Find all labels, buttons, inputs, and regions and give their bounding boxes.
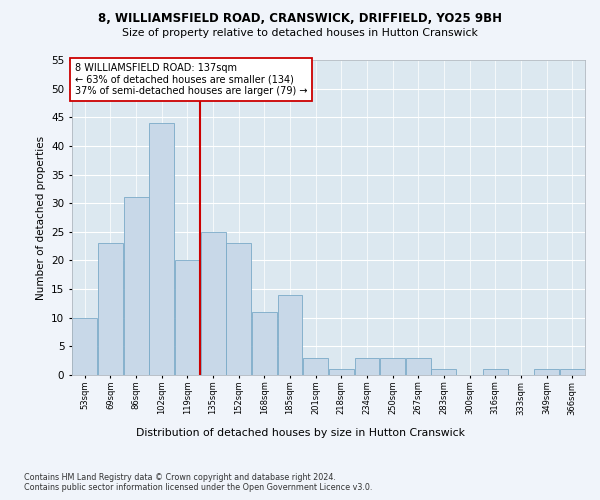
Text: 8 WILLIAMSFIELD ROAD: 137sqm
← 63% of detached houses are smaller (134)
37% of s: 8 WILLIAMSFIELD ROAD: 137sqm ← 63% of de… bbox=[74, 63, 307, 96]
Text: 8, WILLIAMSFIELD ROAD, CRANSWICK, DRIFFIELD, YO25 9BH: 8, WILLIAMSFIELD ROAD, CRANSWICK, DRIFFI… bbox=[98, 12, 502, 26]
Bar bbox=[149, 123, 174, 375]
Y-axis label: Number of detached properties: Number of detached properties bbox=[35, 136, 46, 300]
Bar bbox=[534, 370, 559, 375]
Bar bbox=[73, 318, 97, 375]
Bar bbox=[200, 232, 226, 375]
Bar bbox=[329, 370, 354, 375]
Bar bbox=[124, 198, 149, 375]
Bar bbox=[560, 370, 584, 375]
Bar bbox=[380, 358, 405, 375]
Text: Size of property relative to detached houses in Hutton Cranswick: Size of property relative to detached ho… bbox=[122, 28, 478, 38]
Text: Contains HM Land Registry data © Crown copyright and database right 2024.: Contains HM Land Registry data © Crown c… bbox=[24, 472, 336, 482]
Bar bbox=[252, 312, 277, 375]
Bar bbox=[406, 358, 431, 375]
Text: Distribution of detached houses by size in Hutton Cranswick: Distribution of detached houses by size … bbox=[136, 428, 464, 438]
Bar bbox=[431, 370, 457, 375]
Bar bbox=[98, 244, 123, 375]
Bar bbox=[175, 260, 200, 375]
Bar bbox=[483, 370, 508, 375]
Bar bbox=[355, 358, 379, 375]
Bar bbox=[303, 358, 328, 375]
Text: Contains public sector information licensed under the Open Government Licence v3: Contains public sector information licen… bbox=[24, 484, 373, 492]
Bar bbox=[226, 244, 251, 375]
Bar bbox=[278, 295, 302, 375]
